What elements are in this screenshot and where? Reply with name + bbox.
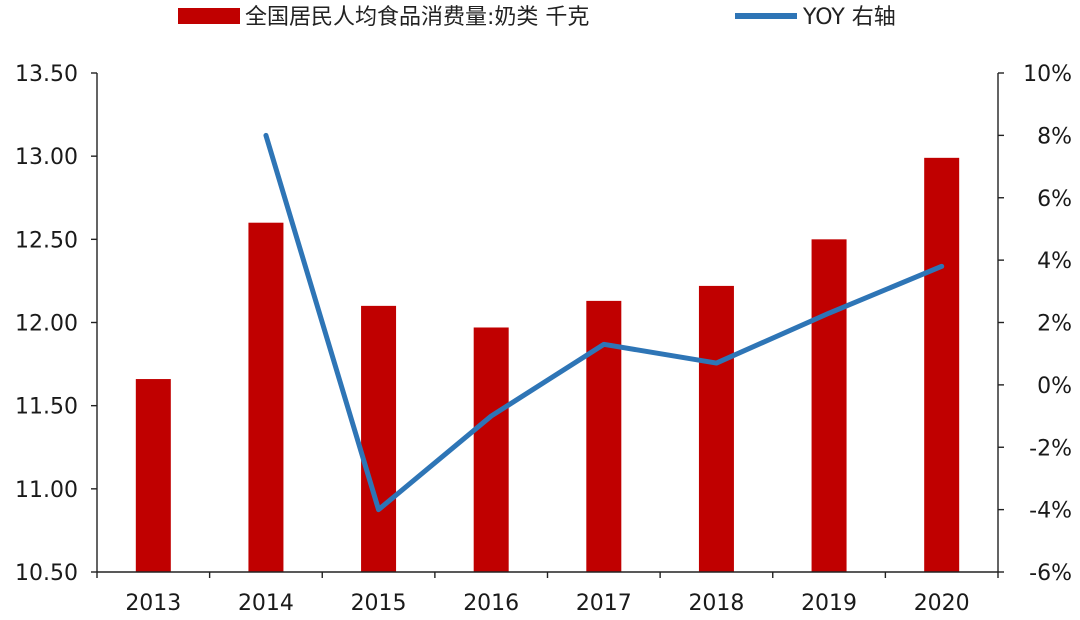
left-tick-label: 13.50 <box>15 62 78 87</box>
x-tick-label-2015: 2015 <box>351 591 407 616</box>
yoy-point-2019 <box>827 311 831 315</box>
bar-2018 <box>698 285 734 572</box>
tick-labels: 10.50 11.00 11.50 12.00 12.50 13.00 13.50 -6% -4… <box>15 62 1072 616</box>
bar-2016 <box>473 327 509 572</box>
bar-2020 <box>924 157 960 572</box>
right-tick-label: -2% <box>1029 436 1072 461</box>
yoy-point-2014 <box>264 133 268 137</box>
yoy-point-2018 <box>714 361 718 365</box>
x-tick-label-2020: 2020 <box>914 591 970 616</box>
bar-2017 <box>586 300 622 572</box>
x-tick-label-2018: 2018 <box>688 591 744 616</box>
x-tick-label-2016: 2016 <box>463 591 519 616</box>
left-tick-label: 11.50 <box>15 395 78 420</box>
left-tick-label: 13.00 <box>15 145 78 170</box>
left-tick-label: 11.00 <box>15 478 78 503</box>
right-tick-label: 8% <box>1037 124 1072 149</box>
yoy-point-2017 <box>602 342 606 346</box>
bar-series <box>135 157 960 573</box>
x-tick-label-2019: 2019 <box>801 591 857 616</box>
right-tick-label: 4% <box>1037 249 1072 274</box>
axes <box>91 72 1004 578</box>
bar-2019 <box>811 239 847 573</box>
yoy-point-2020 <box>940 264 944 268</box>
left-tick-label: 12.00 <box>15 312 78 337</box>
right-tick-label: 6% <box>1037 187 1072 212</box>
bar-2013 <box>135 379 171 572</box>
left-tick-label: 10.50 <box>15 561 78 586</box>
yoy-point-2016 <box>489 414 493 418</box>
x-tick-label-2014: 2014 <box>238 591 294 616</box>
x-tick-label-2017: 2017 <box>576 591 632 616</box>
legend-label-line: YOY 右轴 <box>802 5 896 30</box>
right-tick-label: 2% <box>1037 312 1072 337</box>
right-tick-label: 0% <box>1037 374 1072 399</box>
bar-2014 <box>248 222 284 572</box>
x-tick-label-2013: 2013 <box>125 591 181 616</box>
right-tick-label: 10% <box>1023 62 1072 87</box>
legend-label-bar: 全国居民人均食品消费量:奶类 千克 <box>245 5 589 30</box>
bar-2015 <box>361 305 397 572</box>
left-tick-label: 12.50 <box>15 228 78 253</box>
yoy-point-2015 <box>377 508 381 512</box>
legend-swatch-bar <box>178 8 240 24</box>
right-tick-label: -4% <box>1029 499 1072 524</box>
line-series <box>263 132 945 513</box>
legend: 全国居民人均食品消费量:奶类 千克 YOY 右轴 <box>178 5 896 30</box>
right-tick-label: -6% <box>1029 561 1072 586</box>
